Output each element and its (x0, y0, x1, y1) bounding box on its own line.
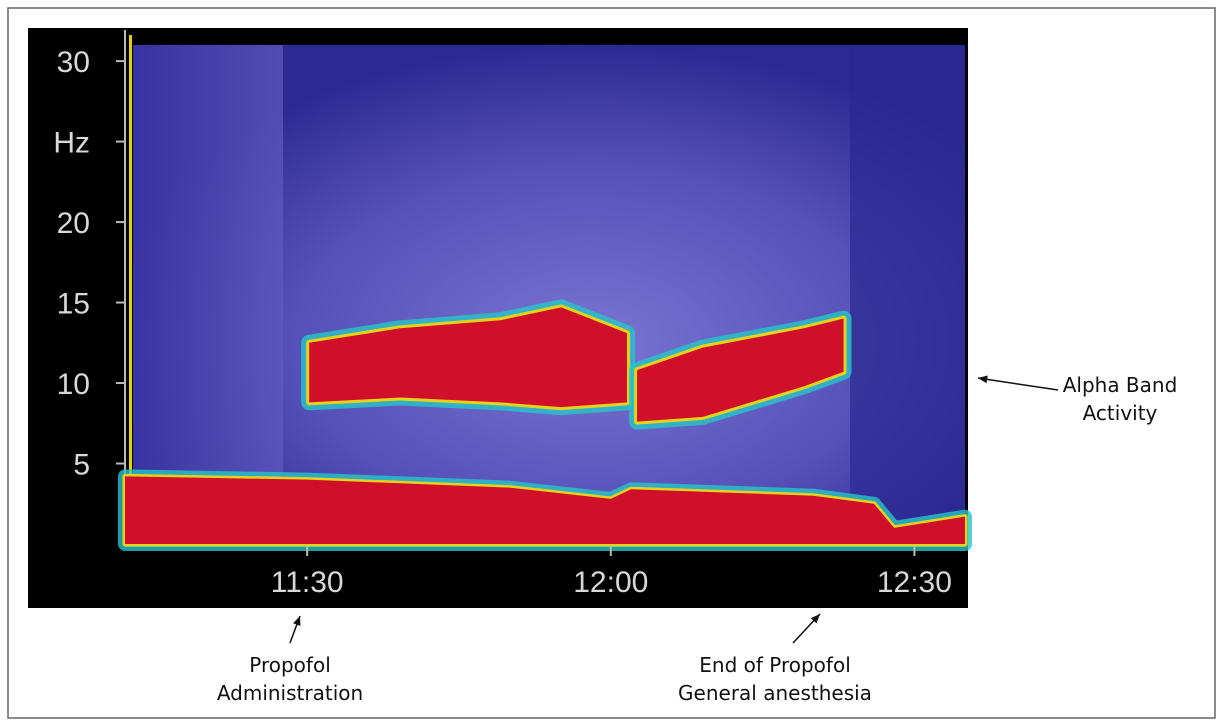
plot: 5 10 15 20 Hz 30 11:30 12:00 12:30 (53, 46, 972, 599)
delta-band (125, 476, 965, 544)
y-tick-label: 20 (57, 207, 90, 240)
y-tick-label: Hz (53, 127, 90, 160)
arrow-head (978, 375, 988, 384)
alpha-band-edge (634, 315, 847, 425)
spectrogram-left-region (133, 45, 283, 540)
alpha-band (637, 318, 844, 422)
annotation-text: Alpha Band (1063, 373, 1178, 397)
marker-line (129, 35, 132, 540)
annotation-text: End of Propofol (699, 653, 851, 677)
x-tick-label: 12:00 (573, 566, 648, 599)
annotation-arrow (977, 377, 1059, 391)
spectrogram-right-region (850, 45, 965, 540)
arrow-head (810, 614, 820, 624)
y-tick-label: 5 (73, 449, 90, 482)
y-tick-label: 15 (57, 288, 90, 321)
annotation-text: Activity (1083, 401, 1158, 425)
annotation-text: General anesthesia (678, 681, 872, 705)
x-tick-label: 12:30 (877, 566, 952, 599)
y-tick-label: 30 (57, 46, 90, 79)
annotation-text: Administration (217, 681, 363, 705)
y-tick-label: 10 (57, 368, 90, 401)
arrow-head (293, 616, 301, 626)
annotation-text: Propofol (249, 653, 331, 677)
alpha-band (309, 307, 627, 408)
x-tick-label: 11:30 (271, 566, 344, 599)
